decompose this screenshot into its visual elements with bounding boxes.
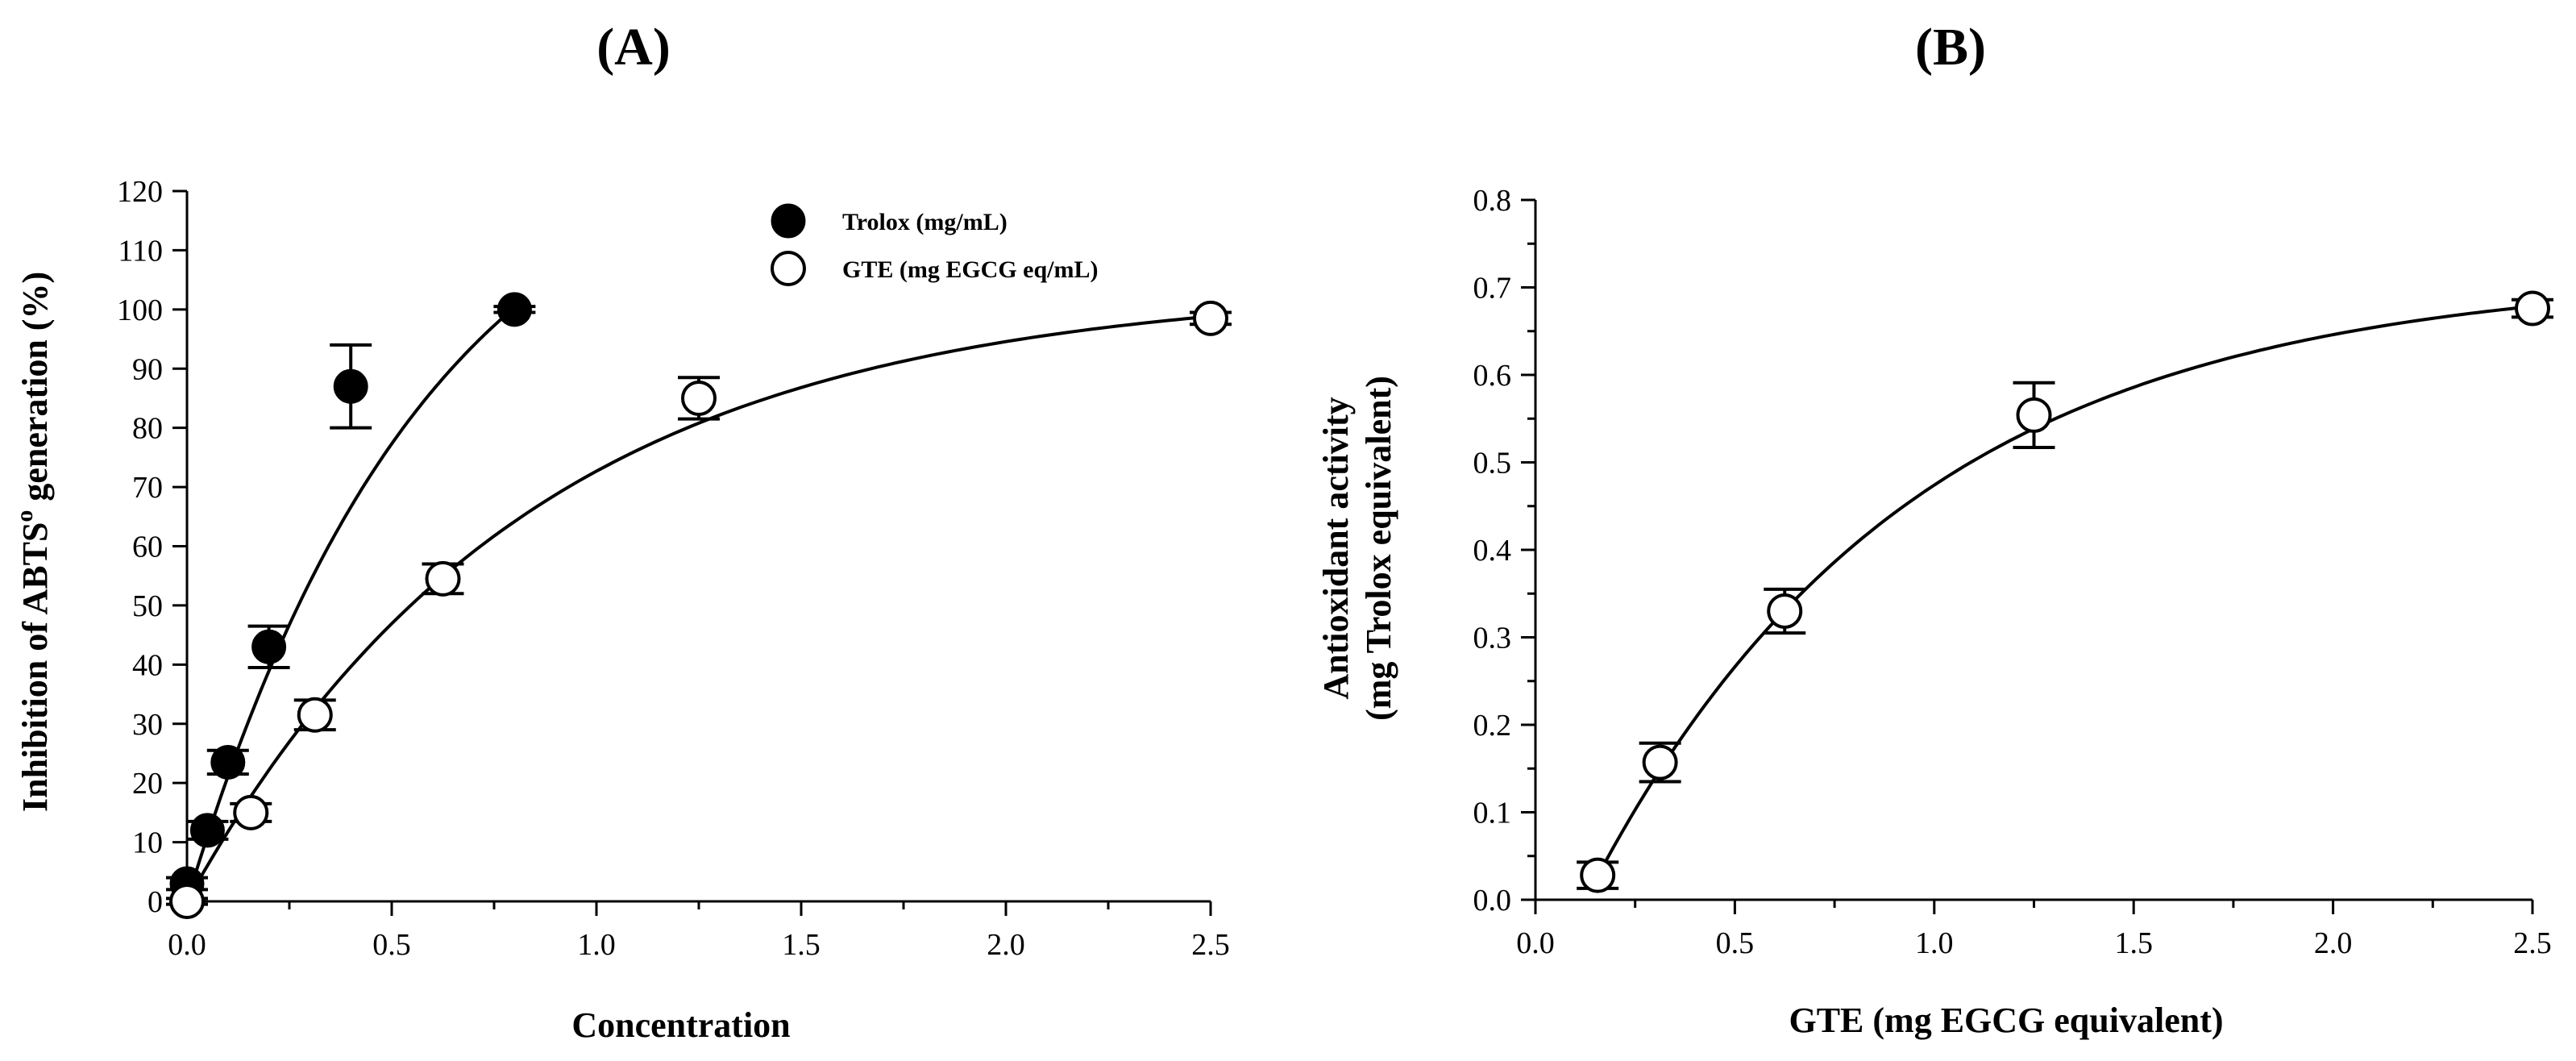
panel-b-gte-point: [2016, 397, 2052, 433]
panel-a-gte-point: [233, 794, 269, 830]
panel-a-y-tick-label: 40: [132, 648, 163, 682]
panel-b-gte-point: [1642, 744, 1678, 780]
panel-a-legend: Trolox (mg/mL) GTE (mg EGCG eq/mL): [771, 203, 1099, 286]
panel-b-x-tick-label: 1.0: [1915, 926, 1954, 960]
panel-a-trolox-point: [210, 744, 246, 780]
panel-a-y-tick-label: 10: [132, 826, 163, 860]
panel-a-y-axis-title-main: Inhibition of ABTS: [15, 522, 55, 813]
panel-a-x-tick-label: 0.0: [168, 928, 206, 962]
panel-a-x-tick-label: 2.0: [987, 928, 1025, 962]
panel-b-y-tick-label: 0.0: [1473, 884, 1512, 917]
panel-a-y-tick-label: 100: [117, 293, 163, 327]
panel-a-y-tick-label: 80: [132, 412, 163, 446]
legend-trolox-marker: [771, 203, 806, 239]
panel-a-y-tick-label: 60: [132, 530, 163, 564]
panel-b-y-tick-label: 0.5: [1473, 447, 1512, 481]
panel-a-y-tick-label: 50: [132, 589, 163, 623]
panel-a-gte-point: [681, 380, 717, 416]
panel-b-gte-point: [2515, 290, 2550, 327]
panel-a-trolox-point: [251, 629, 287, 664]
panel-b-y-tick-label: 0.7: [1473, 272, 1512, 306]
panel-a-trolox-point: [333, 368, 368, 404]
panel-a-y-tick-label: 20: [132, 767, 163, 801]
panel-b-x-tick-label: 2.5: [2513, 926, 2552, 960]
legend-gte-marker: [771, 251, 806, 286]
panel-a-y-tick-label: 110: [118, 234, 163, 268]
panel-b-y-tick-label: 0.4: [1473, 534, 1512, 568]
legend-gte-label: GTE (mg EGCG eq/mL): [842, 256, 1099, 283]
panel-a-gte-point: [1193, 300, 1228, 336]
panel-b-y-tick-label: 0.6: [1473, 359, 1512, 393]
panel-b-plot: 0.0 0.5 1.0 1.5 2.0 2.5 0.0 0.1 0.2 0.3 0.4 0.5 0.6 0…: [1473, 184, 2553, 960]
panel-a-gte-point: [297, 697, 333, 733]
panel-b-gte-point: [1580, 857, 1616, 893]
panel-b-y-tick-label: 0.2: [1473, 709, 1512, 743]
panel-b-x-tick-label: 2.0: [2314, 926, 2353, 960]
panel-a-gte-point: [169, 884, 205, 919]
panel-a-x-tick-label: 2.5: [1191, 928, 1230, 962]
panel-a-trolox-fit-curve: [185, 306, 516, 902]
panel-a-trolox-point: [497, 292, 532, 327]
panel-b-y-axis-title-line2: (mg Trolox equivalent): [1359, 376, 1398, 721]
panel-a-plot: 0.0 0.5 1.0 1.5 2.0 2.5 0 10 20 30 40 50 60 70 80 90 100…: [117, 175, 1232, 962]
panel-b-y-axis-title-line1: Antioxidant activity: [1316, 397, 1356, 699]
panel-b-y-tick-label: 0.3: [1473, 622, 1512, 655]
legend-trolox-label: Trolox (mg/mL): [842, 209, 1008, 235]
panel-a-y-tick-label: 70: [132, 471, 163, 505]
panel-a-y-axis-title-superscript: o: [11, 510, 38, 522]
panel-a-y-axis-title: Inhibition of ABTSo generation (%): [11, 272, 55, 812]
panel-a-y-tick-label: 0: [147, 885, 163, 919]
panel-a-label: (A): [596, 18, 671, 77]
panel-a-y-axis-title-suffix: generation (%): [15, 272, 55, 510]
panel-a-y-tick-label: 30: [132, 708, 163, 742]
panel-b-x-axis-title: GTE (mg EGCG equivalent): [1789, 1001, 2223, 1040]
panel-a-x-tick-label: 1.0: [577, 928, 616, 962]
panel-b-y-tick-label: 0.8: [1473, 184, 1512, 218]
panel-b-x-tick-label: 0.0: [1516, 926, 1555, 960]
panel-a-y-tick-label: 90: [132, 352, 163, 386]
panel-a-x-axis-title: Concentration: [571, 1005, 790, 1045]
panel-b-gte-point: [1767, 593, 1803, 629]
panel-b-label: (B): [1915, 18, 1986, 77]
panel-b-gte-fit-curve: [1596, 305, 2533, 877]
panel-a-trolox-point: [189, 813, 225, 848]
panel-a-gte-point: [425, 560, 461, 597]
panel-a-y-tick-label: 120: [117, 175, 163, 209]
panel-b-y-tick-label: 0.1: [1473, 797, 1512, 830]
panel-b-x-tick-label: 0.5: [1716, 926, 1755, 960]
panel-a-gte-fit-curve: [185, 314, 1211, 902]
panel-a-x-tick-label: 1.5: [782, 928, 821, 962]
panel-b-x-tick-label: 1.5: [2114, 926, 2153, 960]
panel-a-x-tick-label: 0.5: [372, 928, 411, 962]
